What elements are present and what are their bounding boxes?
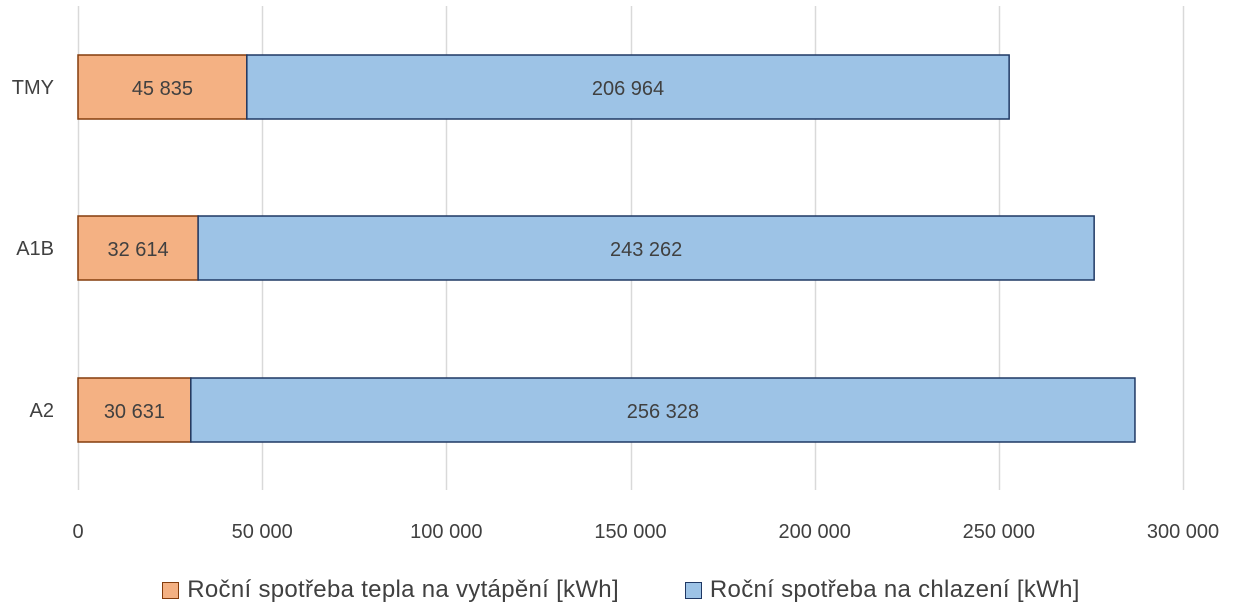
x-tick-label: 100 000	[410, 521, 482, 543]
bar-segment-cooling	[246, 54, 1010, 120]
category-label: A2	[30, 400, 54, 422]
data-label: 32 614	[107, 239, 168, 261]
bar-series: 45 835 206 964 32 614 243 262 30 631 256 328	[77, 54, 1136, 443]
bar-segment-heating	[77, 377, 192, 443]
data-label: 30 631	[104, 401, 165, 423]
data-label: 243 262	[610, 239, 682, 261]
legend-item-heating: Roční spotřeba tepla na vytápění [kWh]	[162, 576, 619, 604]
x-tick-label: 200 000	[779, 521, 851, 543]
legend-swatch-cooling	[684, 581, 702, 599]
legend-label-cooling: Roční spotřeba na chlazení [kWh]	[709, 576, 1080, 603]
bar-segment-heating	[77, 54, 248, 120]
category-label: TMY	[12, 77, 54, 99]
x-tick-label: 50 000	[232, 521, 293, 543]
legend-item-cooling: Roční spotřeba na chlazení [kWh]	[684, 576, 1080, 604]
data-label: 45 835	[132, 78, 193, 100]
value-axis-labels: 0 50 000 100 000 150 000 200 000 250 000 300 0…	[72, 521, 1219, 543]
x-tick-label: 300 000	[1147, 521, 1219, 543]
x-tick-label: 250 000	[963, 521, 1035, 543]
x-tick-label: 150 000	[594, 521, 666, 543]
chart-legend: Roční spotřeba tepla na vytápění [kWh] R…	[0, 572, 1242, 608]
x-tick-label: 0	[72, 521, 83, 543]
category-axis-labels: TMY A1B A2	[12, 77, 54, 422]
legend-swatch-heating	[162, 581, 180, 599]
bar-segment-cooling	[190, 377, 1136, 443]
data-label: 206 964	[592, 78, 664, 100]
data-label: 256 328	[627, 401, 699, 423]
bar-segment-cooling	[197, 215, 1095, 281]
category-label: A1B	[16, 238, 54, 260]
legend-label-heating: Roční spotřeba tepla na vytápění [kWh]	[187, 576, 619, 603]
bar-segment-heating	[77, 215, 199, 281]
